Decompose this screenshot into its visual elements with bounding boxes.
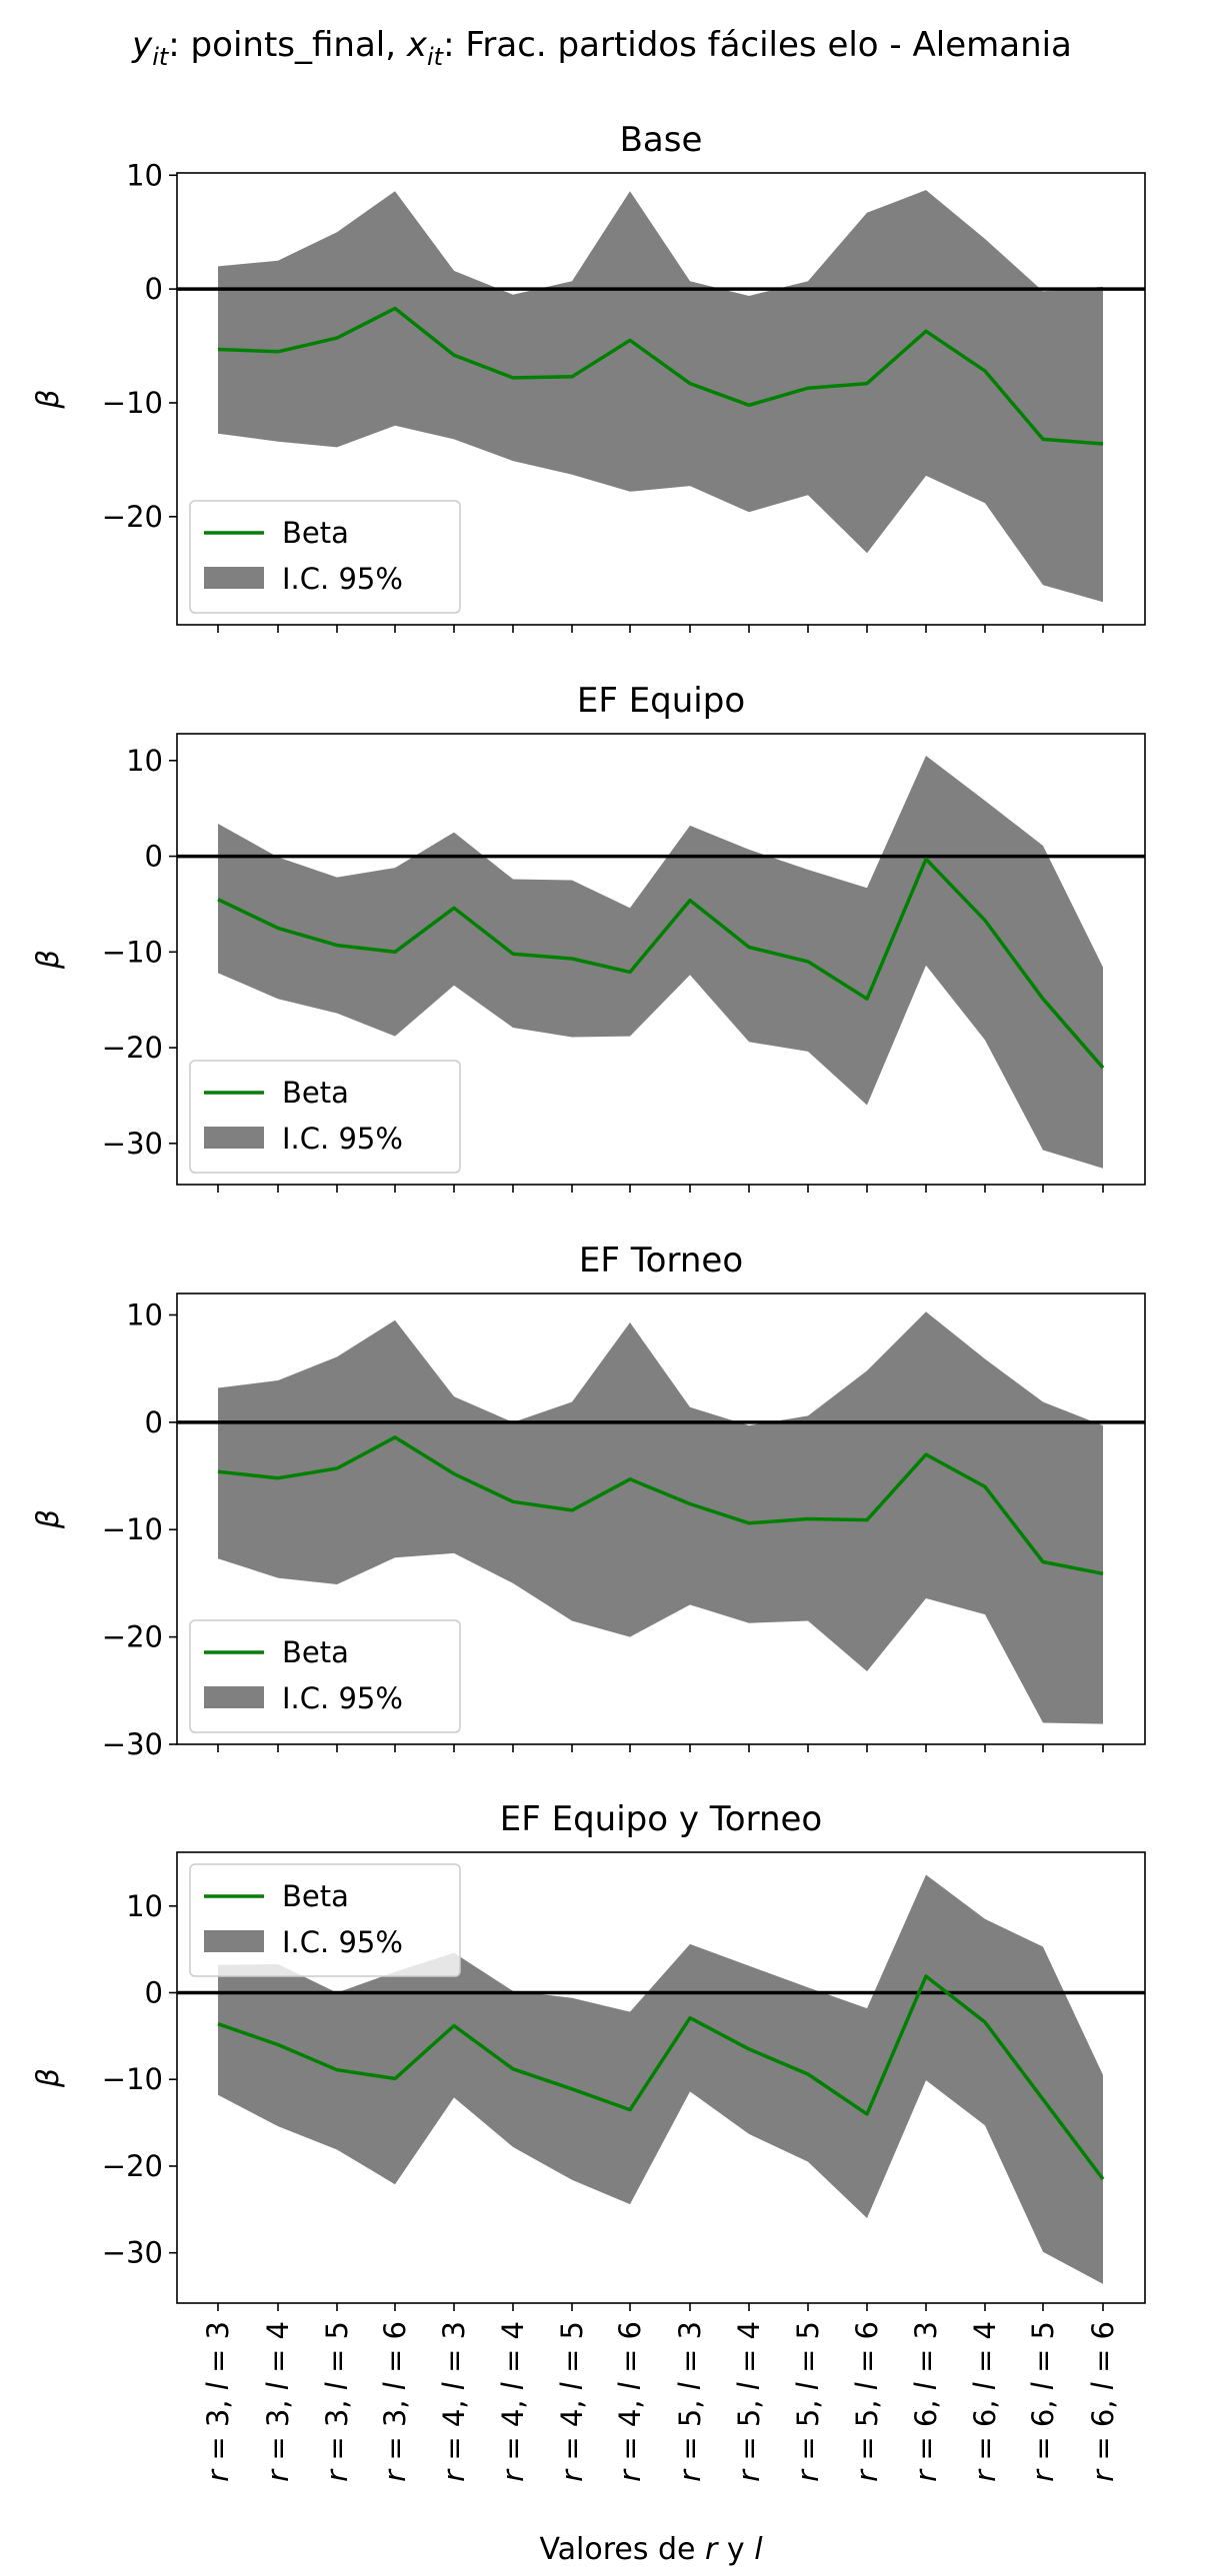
legend-label-beta: Beta: [282, 1635, 349, 1669]
x-tick-label: r = 5, l = 5: [791, 2321, 825, 2482]
legend: Beta I.C. 95%: [189, 500, 461, 614]
subplot-title: EF Equipo: [577, 681, 745, 721]
y-tick-label: −30: [102, 1127, 163, 1161]
legend-band-swatch: [204, 1127, 264, 1149]
subplot-1: 10 0 −10 −20 Base β Beta I.C. 95%: [31, 120, 1146, 633]
axes-frame: [176, 172, 1146, 626]
x-tick-label: r = 6, l = 5: [1026, 2321, 1060, 2482]
legend-label-beta: Beta: [282, 516, 349, 550]
x-tick-label: r = 4, l = 5: [555, 2321, 589, 2482]
x-tick-label: r = 5, l = 4: [732, 2321, 766, 2482]
x-tick-labels: r = 3, l = 3 r = 3, l = 4 r = 3, l = 5 r = …: [201, 2321, 1120, 2482]
x-tick-label: r = 4, l = 3: [437, 2321, 471, 2482]
legend-label-ci: I.C. 95%: [282, 1122, 403, 1156]
y-tick-label: −30: [102, 2236, 163, 2270]
legend-band-swatch: [204, 1930, 264, 1952]
y-tick-label: 0: [145, 272, 163, 306]
legend-label-ci: I.C. 95%: [282, 562, 403, 596]
legend-label-ci: I.C. 95%: [282, 1925, 403, 1959]
x-tick-label: r = 3, l = 3: [201, 2321, 235, 2482]
subplot-4: 10 0 −10 −20 −30 EF Equipo y Torneo β Beta I.C. …: [31, 1799, 1146, 2311]
legend-label-beta: Beta: [282, 1076, 349, 1110]
legend: Beta I.C. 95%: [189, 1060, 461, 1174]
y-tick-label: −10: [102, 2062, 163, 2096]
axes-frame: [176, 1851, 1146, 2304]
x-tick-label: r = 3, l = 4: [261, 2321, 295, 2482]
x-tick-label: r = 5, l = 3: [673, 2321, 707, 2482]
y-tick-label: −10: [102, 1512, 163, 1546]
axes-frame: [176, 1292, 1146, 1745]
beta-line: [217, 857, 1105, 1070]
y-axis-label: β: [31, 389, 66, 409]
x-tick-label: r = 5, l = 6: [850, 2321, 884, 2482]
y-tick-label: 10: [126, 1889, 163, 1923]
legend: Beta I.C. 95%: [189, 1619, 461, 1733]
ci-band: [218, 1874, 1103, 2284]
ci-band: [218, 756, 1103, 1169]
x-tick-label: r = 3, l = 6: [378, 2321, 412, 2482]
legend: Beta I.C. 95%: [189, 1863, 461, 1977]
legend-label-ci: I.C. 95%: [282, 1681, 403, 1715]
axes-frame: [176, 733, 1146, 1186]
y-tick-label: 0: [145, 1405, 163, 1439]
x-axis-label: Valores de r y l: [539, 2532, 763, 2567]
y-tick-label: −10: [102, 935, 163, 969]
legend-label-beta: Beta: [282, 1879, 349, 1913]
x-tick-label: r = 6, l = 3: [909, 2321, 943, 2482]
y-tick-label: −20: [102, 1620, 163, 1654]
x-tick-label: r = 3, l = 5: [320, 2321, 354, 2482]
x-tick-label: r = 4, l = 4: [496, 2321, 530, 2482]
subplots: 10 0 −10 −20 Base β Beta I.C. 95% 10 0 −10 −20 −30 EF…: [31, 120, 1146, 2311]
y-tick-label: 10: [126, 744, 163, 778]
subplot-2: 10 0 −10 −20 −30 EF Equipo β Beta I.C. 95%: [31, 681, 1146, 1193]
legend-band-swatch: [204, 567, 264, 589]
y-tick-label: 0: [145, 840, 163, 874]
figure-suptitle: yit: points_final, xit: Frac. partidos f…: [131, 25, 1072, 71]
y-tick-label: 0: [145, 1976, 163, 2010]
y-tick-label: −20: [102, 1031, 163, 1065]
legend-band-swatch: [204, 1686, 264, 1708]
subplot-3: 10 0 −10 −20 −30 EF Torneo β Beta I.C. 95%: [31, 1241, 1146, 1761]
ci-band: [218, 1311, 1103, 1724]
subplot-title: EF Torneo: [579, 1241, 743, 1281]
beta-line: [217, 1974, 1105, 2181]
x-tick-label: r = 6, l = 6: [1086, 2321, 1120, 2482]
y-tick-label: −30: [102, 1727, 163, 1761]
subplot-title: EF Equipo y Torneo: [500, 1799, 822, 1839]
y-tick-label: −20: [102, 2149, 163, 2183]
x-tick-label: r = 6, l = 4: [968, 2321, 1002, 2482]
ci-band: [218, 190, 1103, 603]
beta-line: [217, 306, 1104, 446]
y-tick-label: 10: [126, 1297, 163, 1331]
y-axis-label: β: [31, 2068, 66, 2088]
subplot-title: Base: [620, 120, 703, 160]
y-axis-label: β: [31, 950, 66, 970]
y-tick-label: −20: [102, 500, 163, 534]
y-tick-label: 10: [126, 158, 163, 192]
x-tick-label: r = 4, l = 6: [613, 2321, 647, 2482]
y-tick-label: −10: [102, 386, 163, 420]
beta-line: [217, 1435, 1104, 1576]
y-axis-label: β: [31, 1509, 66, 1529]
